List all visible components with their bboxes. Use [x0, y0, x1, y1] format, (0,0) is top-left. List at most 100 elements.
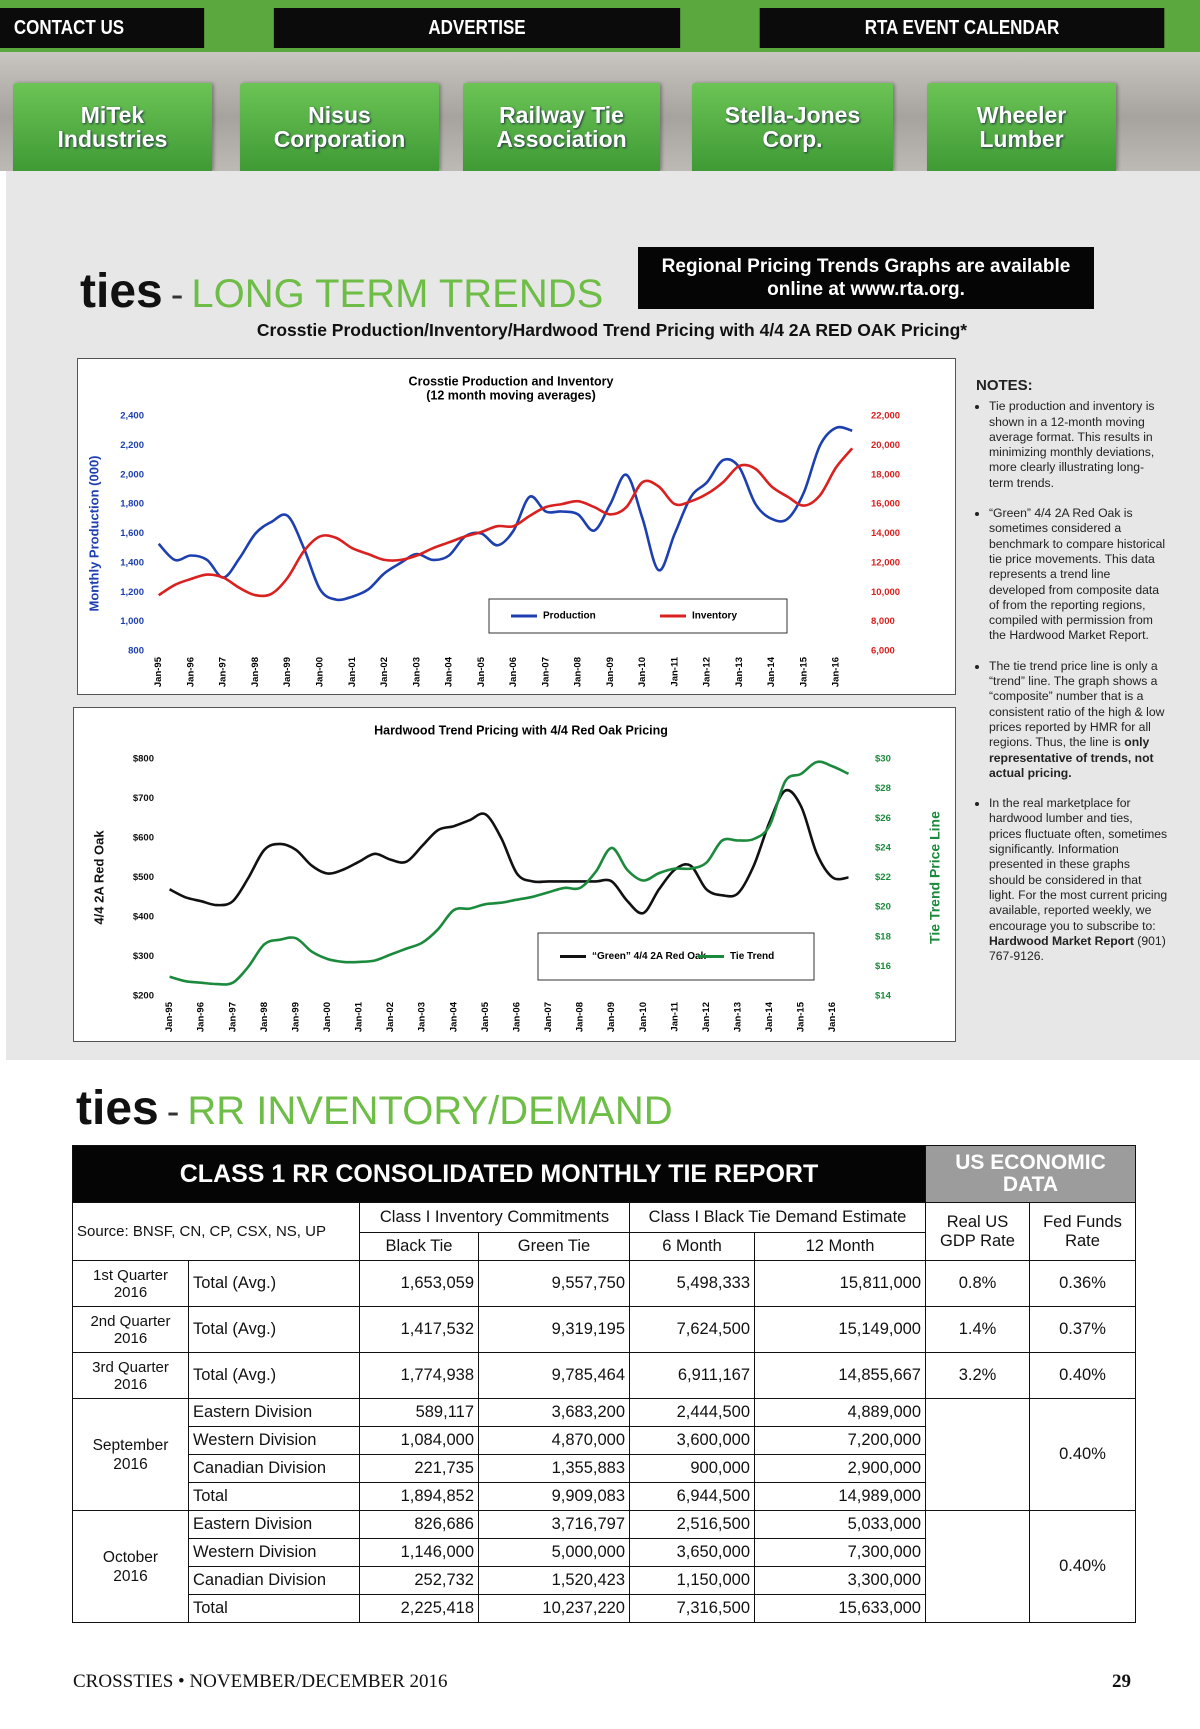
y-tick-label: 1,400: [120, 557, 144, 568]
y2-tick-label: $28: [875, 783, 891, 794]
sponsor-button[interactable]: Nisus Corporation: [240, 83, 439, 171]
sponsor-button[interactable]: Stella-Jones Corp.: [692, 83, 893, 171]
note-text: “Green” 4/4 2A Red Oak is sometimes cons…: [989, 506, 1166, 643]
table-cell: September 2016: [72, 1398, 189, 1511]
note-item: The tie trend price line is only a “tren…: [989, 659, 1168, 781]
page-number: 29: [1112, 1671, 1131, 1692]
table-cell: 14,989,000: [754, 1482, 926, 1511]
y-tick-label: 800: [128, 646, 144, 657]
y2-tick-label: 6,000: [871, 646, 895, 657]
table-cell: Total: [188, 1594, 360, 1623]
table-row: Western Division 1,084,000 4,870,000 3,600,…: [73, 1426, 1136, 1455]
table-row: September 2016 Eastern Division 589,117 3,6…: [72, 1398, 1136, 1511]
y2-tick-label: 20,000: [871, 440, 900, 451]
table-row: October 2016 Eastern Division 826,686 3,716…: [72, 1510, 1136, 1623]
table-cell: Canadian Division: [188, 1454, 360, 1483]
table-cell: 7,624,500: [629, 1306, 755, 1353]
table-cell: US ECONOMIC DATA: [925, 1145, 1136, 1203]
y2-tick-label: 8,000: [871, 616, 895, 627]
table-cell: 15,811,000: [754, 1260, 926, 1307]
x-tick-label: Jan-99: [282, 657, 293, 687]
nav-link[interactable]: CONTACT US: [0, 8, 205, 48]
table-cell: 3,600,000: [629, 1426, 755, 1455]
subtitle: Crosstie Production/Inventory/Hardwood T…: [256, 320, 968, 340]
note-text: The tie trend price line is only a “tren…: [989, 658, 1165, 750]
heading-title: RR INVENTORY/DEMAND: [187, 1089, 673, 1133]
x-tick-label: Jan-11: [669, 1001, 680, 1031]
chart: Hardwood Trend Pricing with 4/4 Red Oak …: [91, 723, 942, 1032]
note-item: Tie production and inventory is shown in…: [989, 399, 1168, 491]
series-line: [169, 760, 850, 986]
x-tick-label: Jan-03: [417, 1002, 428, 1032]
table-cell: Western Division: [188, 1426, 360, 1455]
x-tick-label: Jan-98: [259, 1002, 270, 1032]
table-cell: 1,894,852: [359, 1482, 479, 1511]
legend-box: [488, 598, 788, 634]
x-tick-label: Jan-03: [411, 657, 422, 687]
chart-title: Crosstie Production and Inventory: [409, 374, 614, 388]
heading-word: ties: [80, 265, 163, 318]
table-cell: 1,355,883: [478, 1454, 630, 1483]
table-cell: 1,146,000: [359, 1538, 479, 1567]
table-cell: 9,909,083: [478, 1482, 630, 1511]
x-tick-label: Jan-05: [480, 1001, 491, 1032]
sponsor-button[interactable]: Railway Tie Association: [463, 83, 660, 171]
table-row: CLASS 1 RR CONSOLIDATED MONTHLY TIE REPO…: [72, 1145, 1136, 1203]
nav-link[interactable]: ADVERTISE: [273, 8, 681, 48]
table-cell: Western Division: [188, 1538, 360, 1567]
x-tick-label: Jan-95: [153, 656, 164, 687]
y-tick-label: $300: [133, 951, 154, 962]
x-tick-label: Jan-95: [164, 1001, 175, 1032]
series-line: [168, 788, 849, 915]
table-cell: [925, 1398, 1030, 1511]
x-tick-label: Jan-00: [322, 1002, 333, 1032]
x-tick-label: Jan-05: [476, 656, 487, 687]
x-tick-label: Jan-01: [354, 1001, 365, 1032]
y-tick-label: 1,800: [120, 499, 144, 510]
series-line: [157, 425, 853, 602]
legend-label: Inventory: [692, 611, 737, 622]
table-cell: 2,444,500: [629, 1398, 755, 1427]
table-row: Total 2,225,418 10,237,220 7,316,500 15,633,…: [73, 1594, 1136, 1623]
table-cell: Real US GDP Rate: [925, 1202, 1030, 1261]
x-tick-label: Jan-01: [347, 656, 358, 687]
y-tick-label: $700: [133, 793, 154, 804]
sponsor-button[interactable]: Wheeler Lumber: [927, 83, 1116, 171]
banner: Regional Pricing Trends Graphs are avail…: [638, 247, 1094, 309]
y-tick-label: $200: [133, 991, 154, 1002]
table-cell: 2,516,500: [629, 1510, 755, 1539]
table-cell: 252,732: [359, 1566, 479, 1595]
y2-tick-label: $24: [875, 842, 892, 853]
table-cell: 10,237,220: [478, 1594, 630, 1623]
sponsor-button[interactable]: MiTek Industries: [13, 83, 212, 171]
table-cell: 6,944,500: [629, 1482, 755, 1511]
chart-subtitle: (12 month moving averages): [426, 388, 596, 402]
table-cell: 9,319,195: [478, 1306, 630, 1353]
nav-link[interactable]: RTA EVENT CALENDAR: [759, 8, 1165, 48]
table-cell: 6 Month: [629, 1232, 755, 1261]
table-cell: 1,150,000: [629, 1566, 755, 1595]
table-cell: 7,316,500: [629, 1594, 755, 1623]
y-axis-title: 4/4 2A Red Oak: [91, 830, 106, 925]
heading-word: ties: [76, 1082, 159, 1135]
table-cell: 0.40%: [1029, 1510, 1136, 1623]
footer-text: CROSSTIES • NOVEMBER/DECEMBER 2016: [73, 1671, 448, 1692]
chart: Crosstie Production and Inventory(12 mon…: [86, 374, 900, 687]
x-tick-label: Jan-14: [766, 656, 777, 687]
top-nav: CONTACT US ADVERTISE RTA EVENT CALENDAR: [0, 0, 1200, 52]
y-tick-label: $800: [133, 754, 154, 765]
section-heading: ties - RR INVENTORY/DEMAND: [76, 1085, 673, 1133]
table-cell: 15,633,000: [754, 1594, 926, 1623]
table-cell: 0.36%: [1029, 1260, 1136, 1307]
tie-report-table: CLASS 1 RR CONSOLIDATED MONTHLY TIE REPO…: [72, 1145, 1136, 1623]
table-cell: 3,650,000: [629, 1538, 755, 1567]
table-cell: Green Tie: [478, 1232, 630, 1261]
chart-frame: Hardwood Trend Pricing with 4/4 Red Oak …: [73, 707, 956, 1042]
table-cell: 1,417,532: [359, 1306, 479, 1353]
y2-tick-label: 18,000: [871, 469, 900, 480]
table-cell: 5,000,000: [478, 1538, 630, 1567]
x-tick-label: Jan-10: [637, 657, 648, 687]
table-cell: 3.2%: [925, 1352, 1030, 1399]
table-row: Source: BNSF, CN, CP, CSX, NS, UP Class I…: [72, 1202, 1136, 1261]
